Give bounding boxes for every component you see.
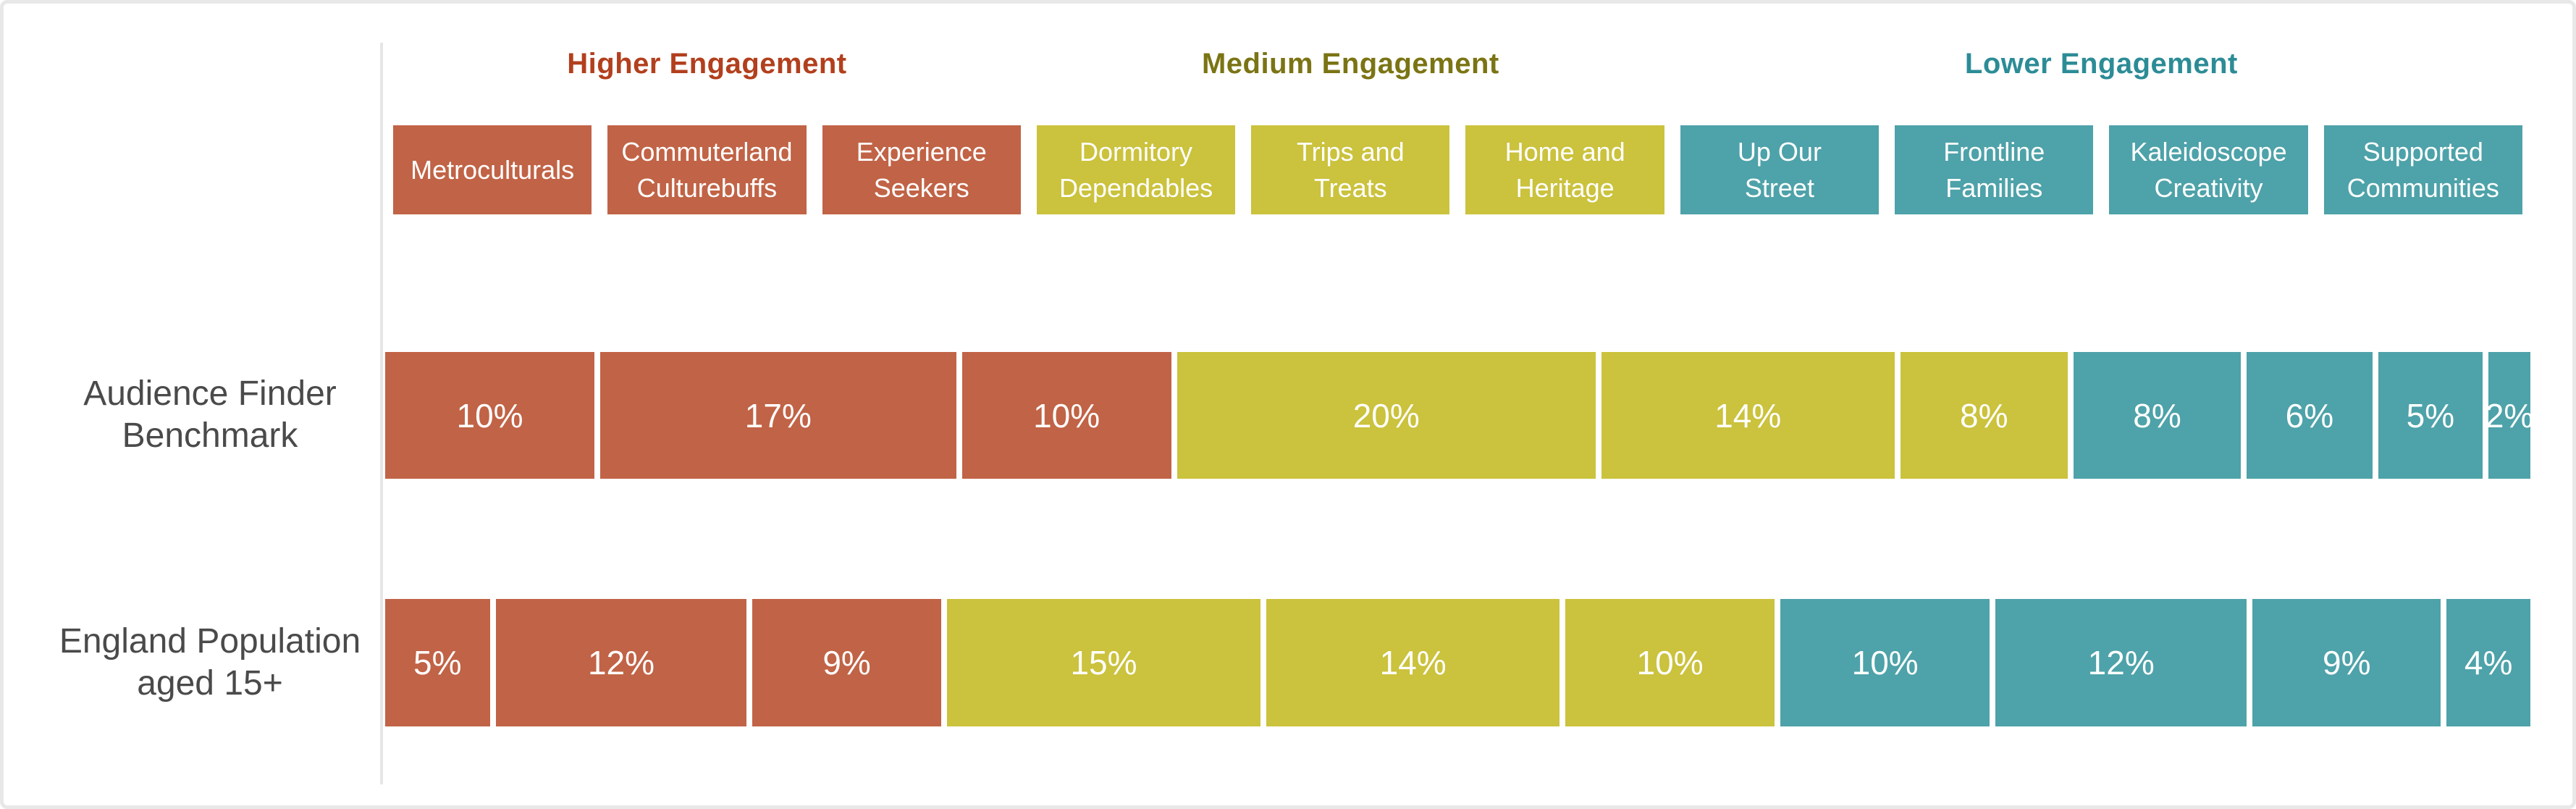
bar-segment: 12% bbox=[495, 599, 747, 726]
bar-value-label: 2% bbox=[2485, 396, 2534, 435]
segment-header-cell: Trips and Treats bbox=[1243, 125, 1457, 214]
bar-value-label: 5% bbox=[2406, 396, 2455, 435]
bar-segment: 15% bbox=[946, 599, 1261, 726]
segment-header-box: Dormitory Dependables bbox=[1036, 125, 1236, 214]
bar-segment: 14% bbox=[1601, 352, 1895, 479]
row-label-england-population: England Population aged 15+ bbox=[59, 622, 361, 703]
segment-header-box: Home and Heritage bbox=[1465, 125, 1664, 214]
bar-row-audience-finder-benchmark: 10% 17% 10% 20% 14% 8% 8% 6% 5% 2% bbox=[385, 352, 2534, 479]
bar-value-label: 5% bbox=[413, 644, 462, 682]
bar-value-label: 8% bbox=[2133, 396, 2181, 435]
bar-segment: 10% bbox=[385, 352, 595, 479]
bar-segment: 12% bbox=[1995, 599, 2247, 726]
bar-segment: 10% bbox=[961, 352, 1171, 479]
segment-header-cell: Up Our Street bbox=[1672, 125, 1887, 214]
bar-segment: 4% bbox=[2446, 599, 2530, 726]
bar-row-england-population: 5% 12% 9% 15% 14% 10% 10% 12% 9% 4% bbox=[385, 599, 2530, 726]
bar-segment: 5% bbox=[385, 599, 490, 726]
bar-value-label: 14% bbox=[1714, 396, 1782, 435]
bar-value-label: 14% bbox=[1379, 644, 1447, 682]
bar-value-label: 4% bbox=[2464, 644, 2513, 682]
bar-segment: 8% bbox=[1900, 352, 2068, 479]
bar-value-label: 20% bbox=[1352, 396, 1420, 435]
segment-header-cell: Kaleidoscope Creativity bbox=[2101, 125, 2315, 214]
segment-header-cell: Experience Seekers bbox=[815, 125, 1029, 214]
row-label-audience-finder-benchmark: Audience Finder Benchmark bbox=[83, 374, 337, 455]
y-axis-line bbox=[380, 43, 383, 784]
segment-header-cell: Commuterland Culturebuffs bbox=[599, 125, 814, 214]
bar-segment: 9% bbox=[752, 599, 941, 726]
segment-header-cell: Frontline Families bbox=[1887, 125, 2101, 214]
bar-value-label: 17% bbox=[744, 396, 812, 435]
segment-header-box: Trips and Treats bbox=[1251, 125, 1450, 214]
bar-value-label: 8% bbox=[1959, 396, 2008, 435]
engagement-group-header-row: Higher Engagement Medium Engagement Lowe… bbox=[385, 43, 2530, 84]
segment-header-box: Experience Seekers bbox=[822, 125, 1021, 214]
bar-value-label: 10% bbox=[1851, 644, 1919, 682]
bar-segment: 6% bbox=[2247, 352, 2373, 479]
bar-value-label: 10% bbox=[456, 396, 523, 435]
bar-value-label: 10% bbox=[1636, 644, 1704, 682]
group-label-medium-engagement: Medium Engagement bbox=[1201, 48, 1499, 80]
bar-segment: 9% bbox=[2252, 599, 2441, 726]
group-label-lower-engagement: Lower Engagement bbox=[1964, 48, 2238, 80]
bar-value-label: 12% bbox=[587, 644, 655, 682]
bar-segment: 17% bbox=[600, 352, 956, 479]
bar-segment: 10% bbox=[1780, 599, 1990, 726]
segment-header-box: Metroculturals bbox=[393, 125, 592, 214]
segment-header-cell: Supported Communities bbox=[2316, 125, 2530, 214]
segment-header-cell: Dormitory Dependables bbox=[1029, 125, 1243, 214]
bar-segment: 8% bbox=[2073, 352, 2242, 479]
segment-header-box: Commuterland Culturebuffs bbox=[607, 125, 807, 214]
bar-value-label: 15% bbox=[1070, 644, 1137, 682]
bar-segment: 5% bbox=[2378, 352, 2483, 479]
segment-header-cell: Home and Heritage bbox=[1457, 125, 1672, 214]
segment-header-box: Up Our Street bbox=[1680, 125, 1880, 214]
bar-segment: 20% bbox=[1177, 352, 1596, 479]
bar-value-label: 12% bbox=[2087, 644, 2155, 682]
segment-header-box: Supported Communities bbox=[2323, 125, 2522, 214]
bar-segment: 14% bbox=[1266, 599, 1560, 726]
bar-value-label: 9% bbox=[822, 644, 871, 682]
bar-value-label: 10% bbox=[1033, 396, 1100, 435]
bar-value-label: 9% bbox=[2323, 644, 2371, 682]
segment-header-cell: Metroculturals bbox=[385, 125, 599, 214]
segment-header-box: Frontline Families bbox=[1895, 125, 2094, 214]
segment-header-row: Metroculturals Commuterland Culturebuffs E… bbox=[385, 125, 2530, 214]
bar-value-label: 6% bbox=[2285, 396, 2334, 435]
segment-header-box: Kaleidoscope Creativity bbox=[2109, 125, 2308, 214]
group-label-higher-engagement: Higher Engagement bbox=[567, 48, 847, 80]
bar-segment: 10% bbox=[1565, 599, 1775, 726]
bar-segment: 2% bbox=[2485, 352, 2534, 479]
